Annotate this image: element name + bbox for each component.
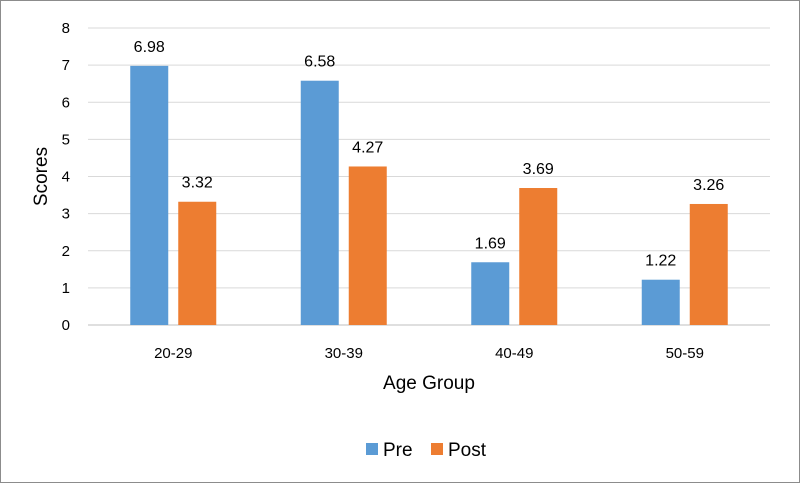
- x-tick-label: 50-59: [666, 345, 704, 362]
- y-tick-label: 0: [62, 317, 70, 334]
- y-tick-label: 2: [62, 243, 70, 260]
- y-tick-label: 8: [62, 20, 70, 37]
- bar-pre-20-29: [130, 65, 169, 326]
- y-tick-label: 5: [62, 131, 70, 148]
- x-tick-label: 30-39: [325, 345, 363, 362]
- bar-post-50-59: [689, 203, 728, 325]
- data-label: 1.69: [475, 235, 506, 252]
- y-tick-label: 1: [62, 280, 70, 297]
- bar-pre-50-59: [641, 279, 680, 325]
- legend-swatch-pre: [366, 443, 378, 455]
- data-label: 1.22: [645, 253, 676, 270]
- data-label: 6.58: [304, 54, 335, 71]
- bar-post-30-39: [348, 166, 387, 325]
- y-tick-label: 4: [62, 169, 70, 186]
- y-tick-label: 3: [62, 206, 70, 223]
- x-axis-title: Age Group: [383, 373, 475, 394]
- legend-swatch-post: [431, 443, 443, 455]
- legend-label-post: Post: [448, 440, 487, 461]
- data-label: 3.69: [523, 161, 554, 178]
- data-label: 6.98: [134, 39, 165, 56]
- legend-label-pre: Pre: [383, 440, 413, 461]
- bar-post-40-49: [519, 188, 558, 325]
- data-label: 4.27: [352, 139, 383, 156]
- bar-pre-30-39: [300, 80, 339, 325]
- data-label: 3.26: [693, 177, 724, 194]
- bar-post-20-29: [178, 201, 217, 325]
- x-tick-label: 20-29: [154, 345, 192, 362]
- y-axis-title: Scores: [31, 147, 52, 206]
- y-tick-label: 6: [62, 94, 70, 111]
- data-label: 3.32: [182, 175, 213, 192]
- bar-pre-40-49: [471, 262, 510, 325]
- x-tick-label: 40-49: [495, 345, 533, 362]
- y-tick-label: 7: [62, 57, 70, 74]
